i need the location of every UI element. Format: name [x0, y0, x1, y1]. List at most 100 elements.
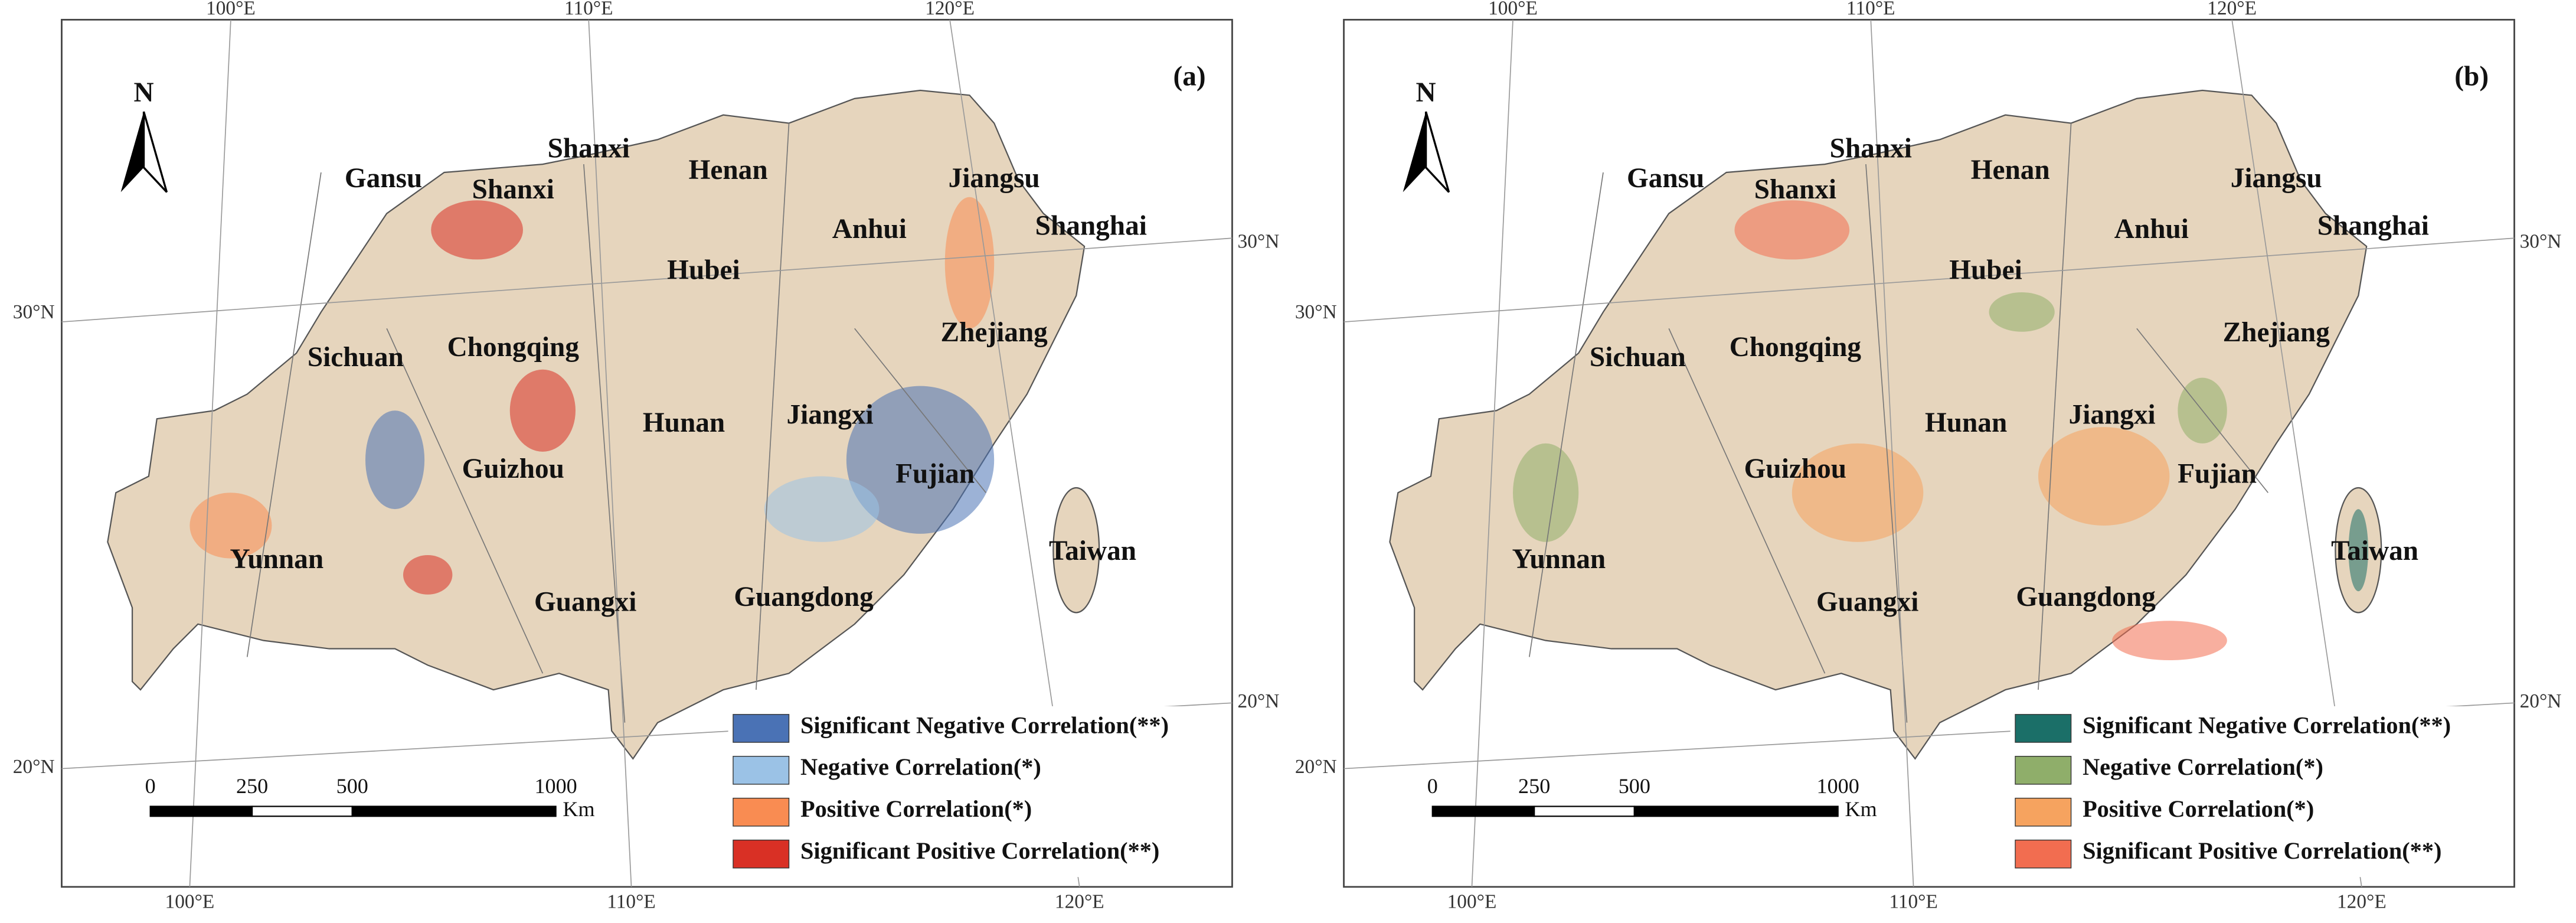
legend-label: Negative Correlation(*) [2083, 754, 2323, 780]
graticule [1870, 19, 1914, 887]
north-label: N [1416, 77, 1436, 108]
legend-label: Significant Positive Correlation(**) [2083, 837, 2441, 864]
province-label: Guangdong [734, 582, 874, 612]
map-panel: Gansu Shanxi Shanxi Henan Jiangsu Anhui Shangh… [1295, 0, 2562, 912]
land [107, 89, 1086, 760]
map-panel: Gansu Shanxi Shanxi Henan Jiangsu Anhui Shangh… [13, 0, 1280, 912]
longitude-label: 120°E [2207, 0, 2257, 19]
legend-swatch [733, 797, 790, 827]
scale-unit: Km [1845, 797, 1877, 821]
latitude-label: 20°N [13, 756, 55, 778]
legend-swatch [733, 714, 790, 743]
map-body [1343, 19, 2515, 887]
province-border [246, 172, 322, 657]
correlation-patch [365, 410, 425, 510]
legend-label: Positive Correlation(*) [800, 795, 1032, 822]
longitude-label: 100°E [206, 0, 256, 19]
province-label: Anhui [832, 214, 907, 244]
province-label: Taiwan [2331, 536, 2418, 566]
legend-box [2010, 706, 2513, 878]
legend-box [728, 706, 1231, 878]
land [1389, 89, 2368, 760]
longitude-label: 110°E [564, 0, 613, 19]
latitude-label: 20°N [1295, 756, 1337, 778]
province-label: Gansu [1627, 163, 1704, 194]
legend-label: Significant Positive Correlation(**) [800, 837, 1159, 864]
correlation-patch [944, 197, 995, 329]
province-label: Guizhou [462, 454, 564, 484]
correlation-patch [1513, 443, 1579, 542]
scale-label: 250 [1518, 774, 1550, 798]
map-body [61, 19, 1233, 887]
province-label: Fujian [2178, 458, 2257, 489]
province-label: Shanxi [1830, 133, 1912, 164]
province-label: Shanxi [548, 133, 630, 164]
north-label: N [133, 77, 153, 108]
scale-label: 500 [1619, 774, 1650, 798]
correlation-patch [403, 555, 453, 595]
scale-label: 0 [1427, 774, 1438, 798]
latitude-label: 30°N [1295, 301, 1337, 323]
province-label: Fujian [895, 458, 975, 489]
province-label: Shanxi [472, 174, 554, 205]
longitude-label: 100°E [1488, 0, 1538, 19]
latitude-label: 30°N [13, 301, 55, 323]
legend-label: Significant Negative Correlation(**) [2083, 712, 2451, 738]
correlation-patch [1792, 443, 1924, 542]
longitude-label: 100°E [1447, 891, 1497, 912]
legend-swatch [2015, 839, 2072, 869]
panel-label: (a) [1173, 61, 1206, 92]
correlation-patch [509, 369, 576, 452]
longitude-label: 110°E [1889, 891, 1938, 912]
legend-swatch [2015, 756, 2072, 785]
legend-swatch [733, 756, 790, 785]
correlation-patch [1734, 200, 1850, 260]
north-arrow [142, 111, 168, 193]
legend-label: Significant Negative Correlation(**) [800, 712, 1169, 738]
province-label: Hunan [1925, 407, 2007, 438]
legend-label: Negative Correlation(*) [800, 754, 1041, 780]
province-label: Guizhou [1744, 454, 1846, 484]
province-label: Zhejiang [2223, 317, 2330, 348]
province-border [1529, 172, 1604, 657]
province-label: Hubei [1949, 255, 2022, 286]
province-border [2136, 328, 2268, 493]
scale-label: 500 [336, 774, 368, 798]
latitude-label: 20°N [2520, 690, 2562, 712]
province-border [1668, 328, 1826, 674]
province-label: Gansu [345, 163, 422, 194]
correlation-patch [764, 476, 880, 542]
north-arrow [120, 112, 144, 193]
province-label: Chongqing [1730, 332, 1862, 363]
province-label: Yunnan [1512, 544, 1606, 575]
legend-swatch [2015, 797, 2072, 827]
province-border [854, 328, 986, 493]
scale-bar [251, 805, 353, 817]
province-label: Sichuan [1590, 342, 1686, 373]
province-label: Taiwan [1049, 536, 1136, 566]
province-label: Henan [1971, 155, 2050, 185]
panel-label: (b) [2454, 61, 2489, 92]
correlation-patch [2112, 621, 2227, 661]
province-label: Shanxi [1754, 174, 1836, 205]
taiwan [1052, 487, 1100, 614]
legend-label: Positive Correlation(*) [2083, 795, 2314, 822]
longitude-label: 110°E [1846, 0, 1895, 19]
province-border [583, 164, 626, 723]
correlation-patch [1989, 292, 2055, 332]
scale-unit: Km [563, 797, 594, 821]
longitude-label: 100°E [165, 891, 215, 912]
latitude-label: 30°N [1238, 230, 1280, 252]
province-label: Guangxi [534, 586, 636, 617]
province-label: Jiangxi [787, 399, 874, 430]
province-label: Chongqing [447, 332, 580, 363]
province-label: Guangxi [1816, 586, 1918, 617]
graticule [1343, 237, 2515, 322]
province-border [756, 123, 790, 690]
scale-bar [351, 805, 557, 817]
province-label: Hunan [643, 407, 725, 438]
province-label: Guangdong [2016, 582, 2156, 612]
graticule [1471, 19, 1513, 887]
